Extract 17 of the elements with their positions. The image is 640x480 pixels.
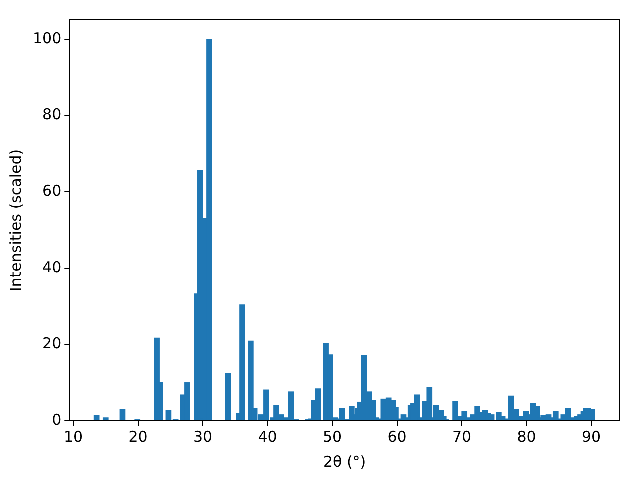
x-tick-label: 10 bbox=[64, 428, 84, 446]
x-tick-label: 90 bbox=[582, 428, 602, 446]
x-tick-label: 60 bbox=[388, 428, 407, 446]
y-tick-label: 0 bbox=[52, 410, 62, 429]
y-tick-label: 80 bbox=[42, 106, 62, 124]
y-tick-label: 60 bbox=[42, 182, 62, 200]
y-axis-title: Intensities (scaled) bbox=[6, 149, 25, 292]
x-tick-label: 20 bbox=[128, 428, 148, 446]
x-tick-label: 80 bbox=[517, 428, 536, 446]
y-tick-label: 40 bbox=[42, 258, 62, 276]
y-tick-label: 20 bbox=[42, 334, 62, 353]
x-tick-label: 50 bbox=[322, 428, 342, 446]
y-tick-label: 100 bbox=[32, 29, 62, 48]
x-tick-label: 30 bbox=[193, 428, 213, 446]
x-tick-label: 70 bbox=[452, 428, 472, 446]
x-axis-title: 2θ (°) bbox=[323, 452, 366, 471]
x-tick-label: 40 bbox=[258, 428, 278, 446]
